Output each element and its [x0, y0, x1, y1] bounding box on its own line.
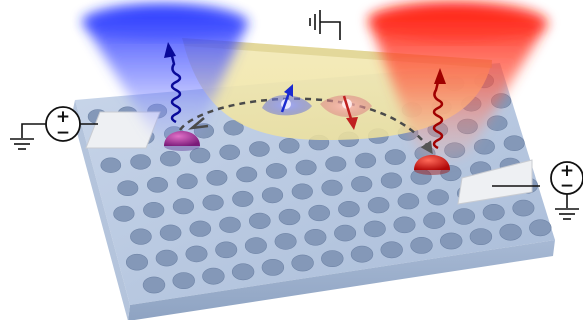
- crystal-hole: [202, 194, 224, 211]
- crystal-hole: [350, 245, 374, 263]
- crystal-hole: [380, 172, 403, 189]
- crystal-hole: [219, 144, 240, 161]
- crystal-hole: [334, 224, 357, 242]
- crystal-hole: [278, 138, 300, 154]
- right-voltage-source: + −: [550, 161, 583, 196]
- left-voltage-source: + −: [45, 106, 81, 143]
- crystal-hole: [427, 189, 449, 206]
- right-emitted-photon: [432, 68, 446, 150]
- right-emission-cone: [368, 2, 548, 162]
- crystal-hole: [486, 115, 508, 131]
- crystal-hole: [380, 241, 403, 259]
- crystal-hole: [503, 135, 525, 151]
- crystal-hole: [338, 201, 360, 218]
- crystal-hole: [308, 204, 331, 222]
- crystal-hole: [147, 177, 169, 193]
- crystal-hole: [469, 228, 493, 246]
- crystal-hole: [172, 272, 195, 290]
- crystal-hole: [219, 216, 241, 233]
- crystal-hole: [172, 198, 194, 215]
- crystal-hole: [142, 276, 166, 294]
- crystal-hole: [202, 267, 225, 285]
- crystal-hole: [117, 180, 139, 196]
- crystal-hole: [113, 205, 135, 222]
- crystal-hole: [100, 157, 122, 173]
- crystal-hole: [278, 208, 301, 226]
- left-emitted-photon: [164, 42, 182, 124]
- crystal-hole: [265, 163, 287, 179]
- crystal-hole: [321, 250, 344, 268]
- crystal-hole: [155, 249, 178, 267]
- electron-right-spin-down: [320, 95, 372, 130]
- crystal-hole: [189, 147, 211, 164]
- crystal-hole: [248, 212, 271, 229]
- crystal-hole: [130, 154, 151, 170]
- crystal-hole: [244, 237, 267, 254]
- crystal-hole: [351, 176, 373, 193]
- crystal-hole: [440, 232, 463, 250]
- crystal-hole: [231, 263, 255, 281]
- crystal-hole: [232, 190, 254, 207]
- crystal-hole: [223, 120, 244, 136]
- right-source-plus: +: [560, 161, 574, 181]
- crystal-hole: [384, 149, 406, 165]
- crystal-hole: [274, 233, 297, 250]
- crystal-hole: [363, 220, 386, 238]
- crystal-hole: [206, 170, 228, 186]
- crystal-hole: [291, 183, 313, 200]
- crystal-hole: [393, 216, 416, 234]
- top-ground-symbol: [309, 10, 321, 34]
- right-quantum-dot: [414, 155, 450, 175]
- crystal-hole: [189, 220, 212, 237]
- crystal-hole: [304, 229, 327, 246]
- crystal-hole: [482, 204, 505, 221]
- left-source-plus: +: [56, 107, 70, 127]
- crystal-hole: [143, 202, 165, 219]
- crystal-hole: [355, 152, 377, 169]
- crystal-hole: [176, 173, 198, 190]
- crystal-hole: [499, 223, 522, 241]
- crystal-hole: [185, 245, 208, 263]
- crystal-hole: [249, 141, 270, 157]
- crystal-hole: [410, 236, 433, 254]
- crystal-hole: [452, 208, 475, 225]
- crystal-hole: [423, 212, 446, 229]
- crystal-hole: [159, 224, 182, 241]
- crystal-hole: [160, 151, 181, 167]
- right-contact-electrode: [457, 159, 533, 205]
- crystal-hole: [367, 197, 390, 214]
- left-emission-cone: [82, 4, 248, 142]
- left-ground-symbol: [10, 138, 34, 150]
- crystal-hole: [321, 179, 343, 196]
- right-ground-symbol: [555, 208, 579, 220]
- crystal-hole: [126, 253, 149, 271]
- crystal-hole: [261, 258, 285, 276]
- crystal-hole: [291, 254, 314, 272]
- crystal-hole: [215, 241, 238, 259]
- crystal-hole: [325, 156, 347, 172]
- crystal-hole: [529, 219, 552, 237]
- right-source-minus: −: [560, 176, 574, 196]
- crystal-hole: [512, 199, 535, 217]
- left-source-minus: −: [56, 123, 70, 143]
- crystal-hole: [295, 159, 317, 176]
- crystal-hole: [236, 166, 258, 183]
- left-quantum-dot: [164, 131, 200, 151]
- crystal-hole: [261, 187, 284, 204]
- electron-left-spin-up: [262, 84, 312, 116]
- crystal-hole: [397, 193, 420, 210]
- crystal-hole: [473, 138, 495, 155]
- wiring: [21, 21, 568, 208]
- crystal-hole: [130, 228, 152, 245]
